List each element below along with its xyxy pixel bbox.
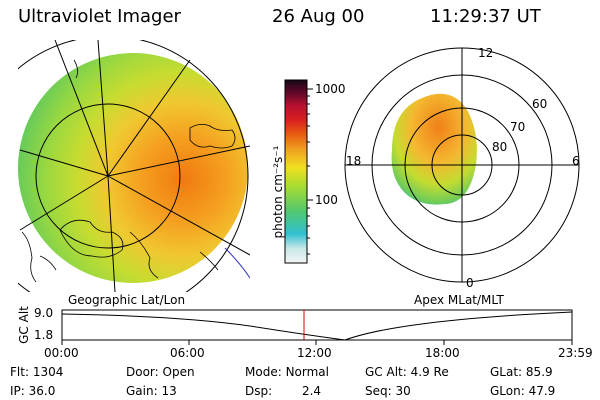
colorbar-tick-1000: 1000 — [315, 82, 346, 96]
polar-panel-label: Apex MLat/MLT — [414, 293, 504, 307]
auroral-oval — [391, 93, 477, 205]
mlt-label-6: 6 — [572, 154, 580, 168]
xtick-2359: 23:59 — [558, 346, 593, 360]
door-field: Door: Open — [126, 365, 195, 379]
mode-field: Mode: Normal — [245, 365, 329, 379]
xtick-1200: 12:00 — [297, 346, 332, 360]
geo-panel-label: Geographic Lat/Lon — [68, 293, 186, 307]
xtick-1800: 18:00 — [425, 346, 460, 360]
altitude-ylabel: GC Alt — [17, 306, 31, 344]
xtick-0000: 00:00 — [44, 346, 79, 360]
ip-value: 36.0 — [28, 384, 56, 398]
glat-value: 85.9 — [525, 365, 553, 379]
polar-panel — [344, 47, 580, 283]
altitude-ytick-9: 9.0 — [34, 306, 54, 320]
time-label: 11:29:37 UT — [430, 6, 541, 27]
mlt-label-18: 18 — [346, 154, 362, 168]
ip-field: IP: 36.0 — [10, 384, 56, 398]
seq-field: Seq: 30 — [365, 384, 411, 398]
dsp-value: 2.4 — [301, 384, 322, 398]
mlt-label-0: 0 — [466, 276, 474, 290]
lat-label-60: 60 — [532, 97, 548, 111]
glon-field: GLon: 47.9 — [490, 384, 556, 398]
lat-label-80: 80 — [492, 140, 508, 154]
glon-value: 47.9 — [528, 384, 556, 398]
geo-image-disk — [18, 53, 248, 283]
gain-field: Gain: 13 — [126, 384, 177, 398]
colorbar-tick-100: 100 — [315, 193, 338, 207]
flt-value: 1304 — [32, 365, 64, 379]
seq-value: 30 — [395, 384, 411, 398]
altitude-plot — [61, 309, 573, 345]
flt-field: Flt: 1304 — [10, 365, 64, 379]
gain-value: 13 — [161, 384, 177, 398]
dsp-field: Dsp: 2.4 — [245, 384, 322, 398]
mlt-label-12: 12 — [478, 46, 494, 60]
glat-field: GLat: 85.9 — [490, 365, 553, 379]
xtick-0600: 06:00 — [170, 346, 205, 360]
date-label: 26 Aug 00 — [272, 6, 365, 27]
lat-label-70: 70 — [510, 120, 526, 134]
color-scale-bar — [284, 79, 313, 264]
altitude-ytick-1.8: 1.8 — [34, 328, 54, 342]
mode-value: Normal — [285, 365, 329, 379]
gcalt-field: GC Alt: 4.9 Re — [365, 365, 449, 379]
geographic-panel — [18, 40, 250, 292]
gcalt-value: 4.9 Re — [410, 365, 449, 379]
coastlines — [21, 59, 236, 283]
door-value: Open — [162, 365, 195, 379]
instrument-title: Ultraviolet Imager — [18, 6, 181, 27]
colorbar-unit-label: photon cm⁻²s⁻¹ — [271, 145, 285, 239]
